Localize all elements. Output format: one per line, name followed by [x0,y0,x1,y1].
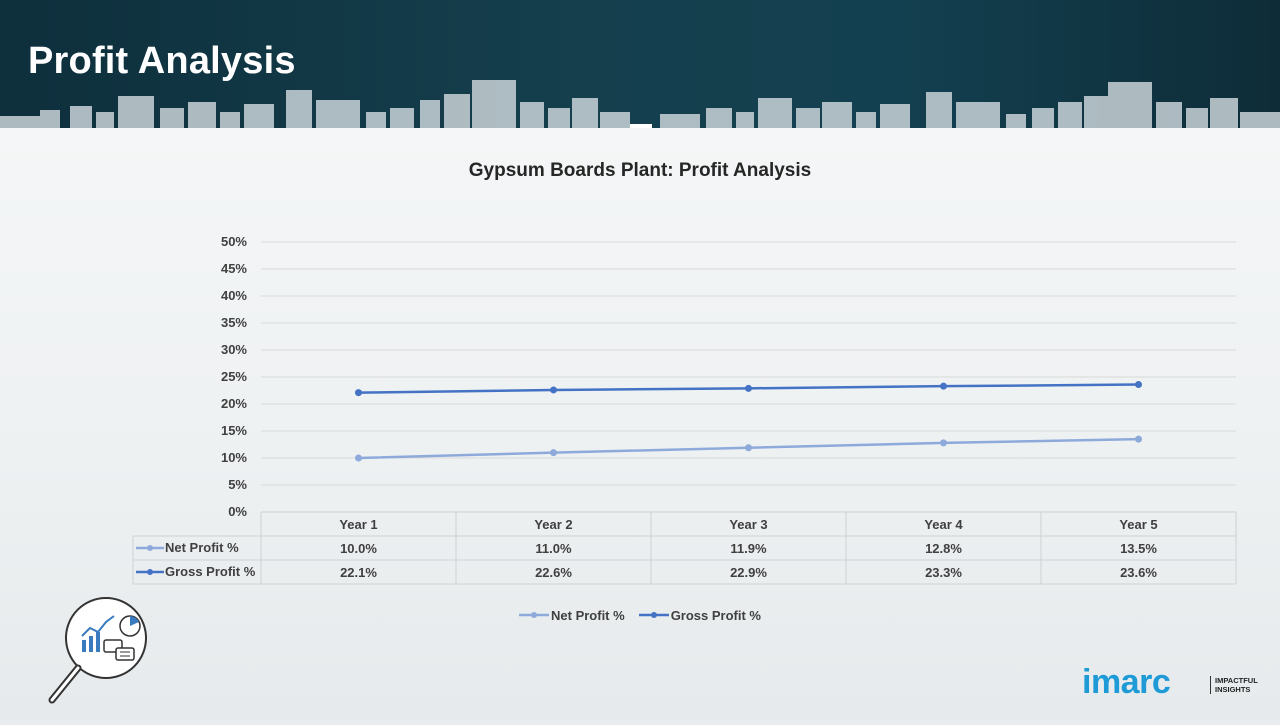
imarc-logo: imarc IMPACTFUL INSIGHTS [1082,662,1262,706]
logo-tagline-line-1: IMPACTFUL [1215,676,1258,685]
magnifier-chart-icon [44,596,156,720]
city-skyline-graphic [0,80,1280,128]
data-point [355,389,362,397]
x-category-label: Year 1 [339,517,378,532]
table-value-cell: 22.9% [730,565,767,580]
x-category-label: Year 2 [534,517,573,532]
data-point [550,386,557,394]
table-row-label: Gross Profit % [165,564,256,579]
data-point [355,454,362,462]
content-background [0,128,1280,720]
y-tick-label: 20% [220,396,247,411]
y-tick-label: 30% [220,342,247,357]
table-value-cell: 22.1% [340,565,377,580]
chart-legend: Net Profit % Gross Profit % [0,605,1280,625]
y-tick-label: 5% [228,477,247,492]
data-point [1135,435,1142,443]
table-legend-key-marker [147,545,153,551]
header-banner: Profit Analysis [0,0,1280,128]
y-tick-label: 0% [228,504,247,519]
data-point [1135,381,1142,389]
x-category-label: Year 3 [729,517,768,532]
y-tick-label: 35% [220,315,247,330]
logo-wordmark: imarc [1082,663,1171,701]
legend-label-gross-profit: Gross Profit % [670,607,761,623]
logo-tagline: IMPACTFUL INSIGHTS [1210,676,1258,694]
y-tick-label: 25% [220,369,247,384]
x-category-label: Year 4 [924,517,963,532]
table-row-label: Net Profit % [165,540,239,555]
page-title: Profit Analysis [28,40,296,82]
data-point [745,384,752,392]
y-tick-label: 40% [220,288,247,303]
table-value-cell: 22.6% [535,565,572,580]
y-tick-label: 10% [220,450,247,465]
table-value-cell: 23.6% [1120,565,1157,580]
data-point [550,449,557,457]
table-legend-key-marker [147,569,153,575]
legend-label-net-profit: Net Profit % [551,607,625,623]
y-tick-label: 15% [220,423,247,438]
logo-tagline-line-2: INSIGHTS [1215,685,1251,694]
data-point [745,444,752,452]
legend-marker-net-profit [519,612,550,618]
table-value-cell: 10.0% [340,541,377,556]
table-value-cell: 11.0% [535,541,572,556]
table-value-cell: 12.8% [925,541,962,556]
y-tick-label: 45% [220,261,247,276]
chart-title: Gypsum Boards Plant: Profit Analysis [468,160,812,181]
table-value-cell: 13.5% [1120,541,1157,556]
legend-item-gross-profit: Gross Profit % [638,607,761,623]
legend-marker-gross-profit [638,612,669,618]
table-value-cell: 11.9% [730,541,767,556]
legend-item-net-profit: Net Profit % [519,608,625,623]
x-category-label: Year 5 [1119,517,1158,532]
y-tick-label: 50% [220,234,247,249]
table-value-cell: 23.3% [925,565,962,580]
data-point [940,382,947,390]
data-point [940,439,947,447]
